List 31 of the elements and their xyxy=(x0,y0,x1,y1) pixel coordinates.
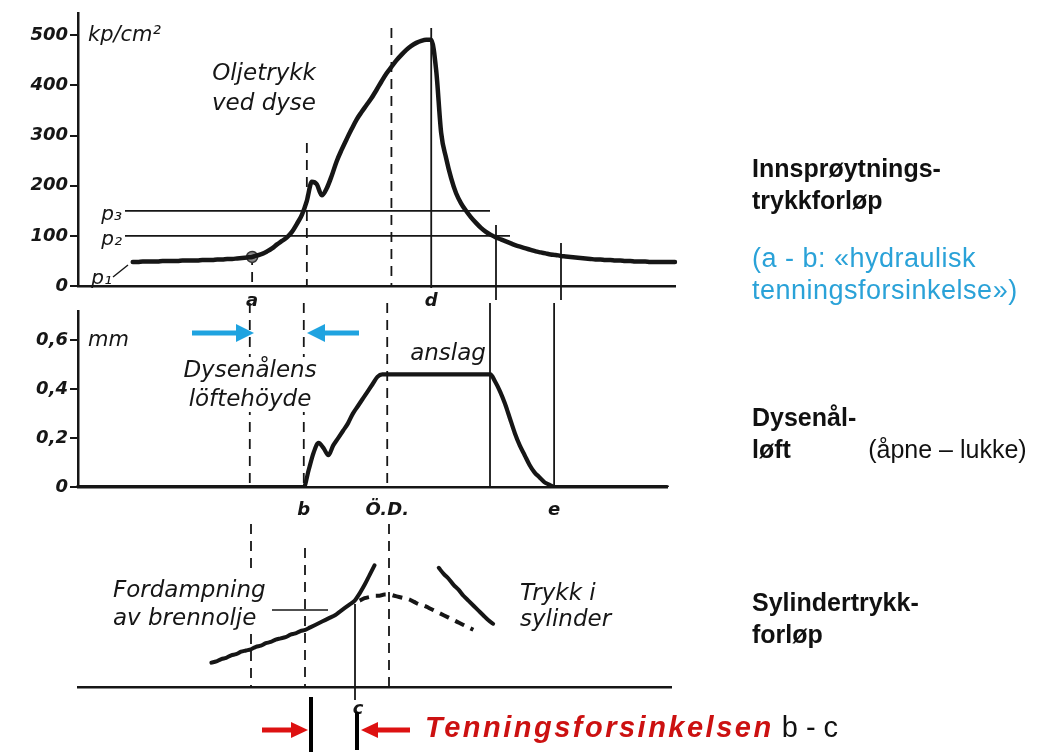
y-tick-label: 0,2 xyxy=(36,425,68,447)
x-tick-label: b xyxy=(297,498,311,520)
annotation: Oljetrykk ved dyse xyxy=(211,59,318,115)
ref-line-label: p₂ xyxy=(100,225,122,250)
ref-line-label: p₃ xyxy=(100,200,122,225)
text: Dysenål-løft xyxy=(752,403,857,463)
y-tick-label: 200 xyxy=(30,173,68,195)
y-tick-label: 500 xyxy=(30,23,68,45)
y-tick-label: 100 xyxy=(30,223,68,245)
y-tick-label: 0 xyxy=(55,474,68,496)
annotation: p₁ xyxy=(90,265,112,289)
y-axis-title: kp/cm² xyxy=(88,21,162,46)
text: (åpne – lukke) xyxy=(868,434,1027,465)
x-tick-label: e xyxy=(548,498,561,520)
y-tick-label: 400 xyxy=(29,73,68,95)
text: Sylindertrykk-forløp xyxy=(752,588,919,648)
y-tick-label: 0 xyxy=(55,273,68,295)
y-tick-label: 300 xyxy=(30,123,68,145)
x-tick-label: Ö.D. xyxy=(365,498,409,520)
annotation: anslag xyxy=(410,339,486,365)
text: (a - b: «hydraulisk tenningsforsinkelse») xyxy=(752,242,1019,306)
x-tick-label: a xyxy=(246,289,259,311)
y-tick-label: 0,6 xyxy=(36,327,68,349)
y-axis-title: mm xyxy=(88,326,129,351)
annotation: Dysenålens löftehöyde xyxy=(183,355,317,411)
text: Tenningsforsinkelsen b - c xyxy=(425,711,839,743)
x-tick-label: d xyxy=(424,289,439,311)
annotation: Trykk i sylinder xyxy=(520,579,613,631)
annotation: Fordampning av brennolje xyxy=(113,576,266,630)
text: Innsprøytnings-trykkforløp xyxy=(752,154,941,214)
y-tick-label: 0,4 xyxy=(36,376,68,398)
